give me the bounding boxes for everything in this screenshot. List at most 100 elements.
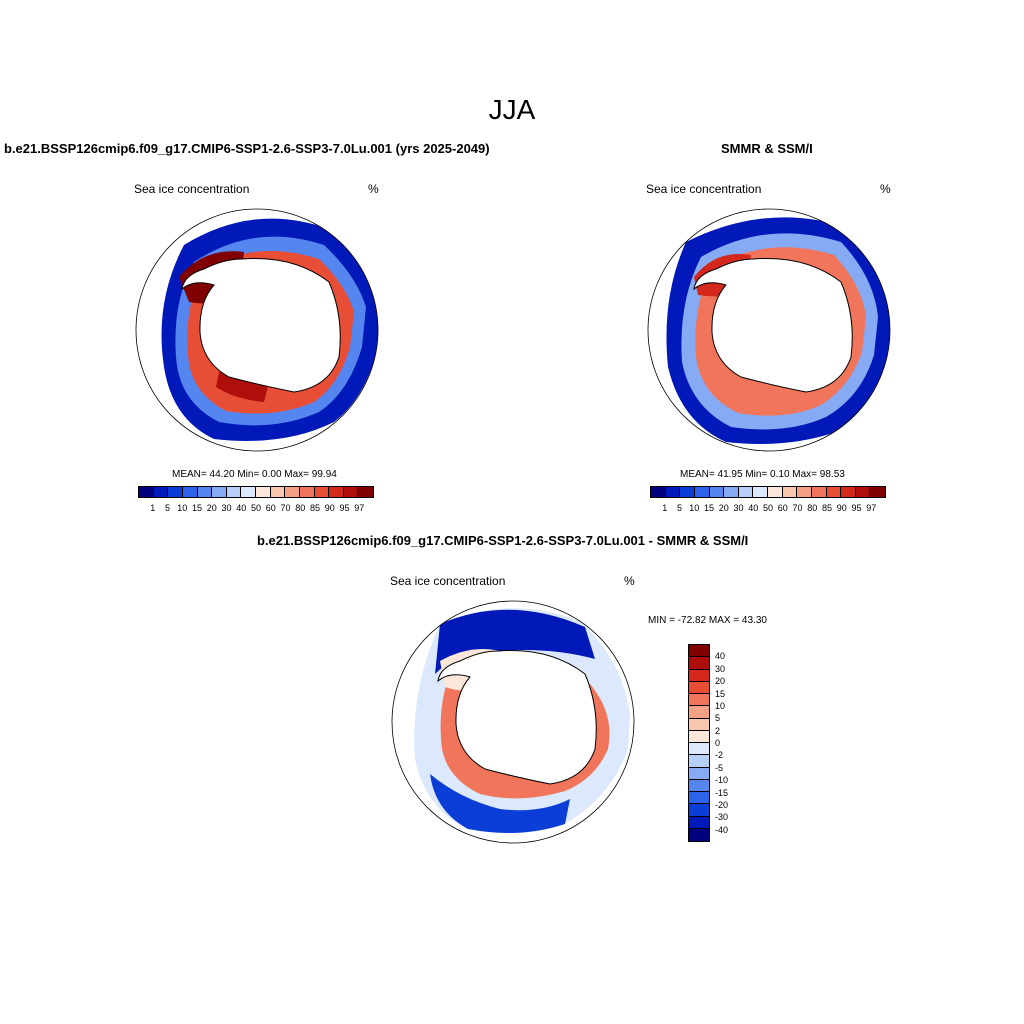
- colorbar-swatch: [689, 730, 709, 743]
- obs-polar-map: [647, 208, 891, 452]
- colorbar-tick-label: 40: [715, 651, 726, 662]
- colorbar-tick-label: 30: [715, 663, 726, 674]
- colorbar-swatch: [870, 487, 885, 497]
- colorbar-tick-label: 70: [280, 503, 291, 513]
- model-units-label: %: [368, 182, 379, 196]
- colorbar-tick-label: -30: [715, 812, 729, 823]
- colorbar-swatch: [651, 487, 666, 497]
- colorbar-tick-label: 60: [777, 503, 788, 513]
- colorbar-swatch: [226, 487, 242, 497]
- colorbar-tick-label: 15: [715, 688, 726, 699]
- colorbar-tick-label: 10: [689, 503, 700, 513]
- colorbar-tick-label: -5: [715, 762, 724, 773]
- colorbar-tick-label: -10: [715, 775, 729, 786]
- obs-colorbar-ticks: 1 5 10 15 20 30 40 50 60 70 80 85 90 95 97: [650, 503, 886, 515]
- colorbar-swatch: [709, 487, 725, 497]
- colorbar-tick-label: 50: [250, 503, 262, 513]
- colorbar-tick-label: 0: [715, 738, 721, 748]
- obs-units-label: %: [880, 182, 891, 196]
- colorbar-tick-label: 20: [715, 676, 726, 687]
- colorbar-swatch: [299, 487, 315, 497]
- obs-colorbar: [650, 486, 886, 498]
- model-colorbar-ticks: 1 5 10 15 20 30 40 50 60 70 80 85 90 95 97: [138, 503, 374, 515]
- obs-panel-title: SMMR & SSM/I: [721, 141, 813, 156]
- colorbar-swatch: [689, 645, 709, 658]
- colorbar-swatch: [694, 487, 710, 497]
- colorbar-swatch: [841, 487, 856, 497]
- colorbar-swatch: [329, 487, 344, 497]
- diff-antarctica: [437, 650, 597, 785]
- colorbar-swatch: [139, 487, 154, 497]
- colorbar-swatch: [285, 487, 300, 497]
- colorbar-swatch: [782, 487, 798, 497]
- colorbar-swatch: [724, 487, 739, 497]
- colorbar-swatch: [826, 487, 842, 497]
- colorbar-tick-label: 1: [662, 503, 668, 513]
- colorbar-swatch: [689, 792, 709, 805]
- colorbar-swatch: [797, 487, 812, 497]
- colorbar-tick-label: 10: [715, 700, 726, 711]
- colorbar-tick-label: 20: [206, 503, 217, 513]
- obs-stats: MEAN= 41.95 Min= 0.10 Max= 98.53: [680, 469, 845, 480]
- obs-variable-label: Sea ice concentration: [646, 182, 762, 196]
- colorbar-tick-label: 85: [821, 503, 833, 513]
- colorbar-tick-label: 5: [164, 503, 171, 513]
- colorbar-swatch: [168, 487, 183, 497]
- colorbar-tick-label: -15: [715, 787, 729, 798]
- colorbar-tick-label: 90: [836, 503, 847, 513]
- colorbar-swatch: [689, 694, 709, 707]
- colorbar-swatch: [241, 487, 256, 497]
- colorbar-swatch: [689, 743, 709, 756]
- page-title: JJA: [488, 94, 536, 125]
- model-colorbar: [138, 486, 374, 498]
- colorbar-tick-label: 97: [866, 503, 877, 513]
- colorbar-tick-label: 5: [676, 503, 683, 513]
- colorbar-tick-label: 85: [309, 503, 321, 513]
- colorbar-swatch: [270, 487, 286, 497]
- colorbar-swatch: [689, 681, 709, 694]
- model-antarctica: [181, 258, 341, 393]
- colorbar-tick-label: 70: [792, 503, 803, 513]
- diff-panel-title: b.e21.BSSP126cmip6.f09_g17.CMIP6-SSP1-2.…: [257, 533, 749, 548]
- diff-ice-north: [435, 609, 595, 674]
- colorbar-swatch: [689, 816, 709, 829]
- colorbar-tick-label: -40: [715, 824, 729, 835]
- model-variable-label: Sea ice concentration: [134, 182, 250, 196]
- diff-ice-south: [430, 774, 570, 833]
- colorbar-tick-label: 80: [807, 503, 818, 513]
- model-stats: MEAN= 44.20 Min= 0.00 Max= 99.94: [172, 469, 337, 480]
- colorbar-swatch: [680, 487, 695, 497]
- diff-variable-label: Sea ice concentration: [390, 574, 506, 588]
- colorbar-tick-label: 97: [354, 503, 365, 513]
- colorbar-swatch: [768, 487, 783, 497]
- colorbar-tick-label: 2: [715, 725, 721, 736]
- colorbar-tick-label: 80: [295, 503, 306, 513]
- colorbar-swatch: [689, 718, 709, 731]
- colorbar-swatch: [343, 487, 359, 497]
- colorbar-swatch: [738, 487, 754, 497]
- colorbar-swatch: [665, 487, 681, 497]
- colorbar-tick-label: -2: [715, 750, 724, 761]
- colorbar-swatch: [689, 804, 709, 817]
- obs-antarctica: [693, 258, 853, 393]
- diff-colorbar-ticks: 40 30 20 15 10 5 2 0 -2 -5 -10 -15 -20 -30 -40: [715, 644, 755, 842]
- colorbar-swatch: [358, 487, 373, 497]
- colorbar-swatch: [689, 779, 709, 792]
- colorbar-tick-label: 15: [191, 503, 203, 513]
- colorbar-tick-label: 90: [324, 503, 335, 513]
- colorbar-swatch: [256, 487, 271, 497]
- model-panel-title: b.e21.BSSP126cmip6.f09_g17.CMIP6-SSP1-2.…: [4, 141, 490, 156]
- colorbar-swatch: [855, 487, 871, 497]
- colorbar-swatch: [197, 487, 213, 497]
- diff-stats: MIN = -72.82 MAX = 43.30: [648, 615, 767, 626]
- colorbar-tick-label: 40: [236, 503, 247, 513]
- colorbar-tick-label: 30: [221, 503, 232, 513]
- diff-units-label: %: [624, 574, 635, 588]
- colorbar-tick-label: 10: [177, 503, 188, 513]
- colorbar-swatch: [689, 767, 709, 780]
- colorbar-swatch: [811, 487, 827, 497]
- colorbar-swatch: [314, 487, 330, 497]
- colorbar-swatch: [753, 487, 768, 497]
- colorbar-swatch: [153, 487, 169, 497]
- diff-colorbar: [688, 644, 710, 842]
